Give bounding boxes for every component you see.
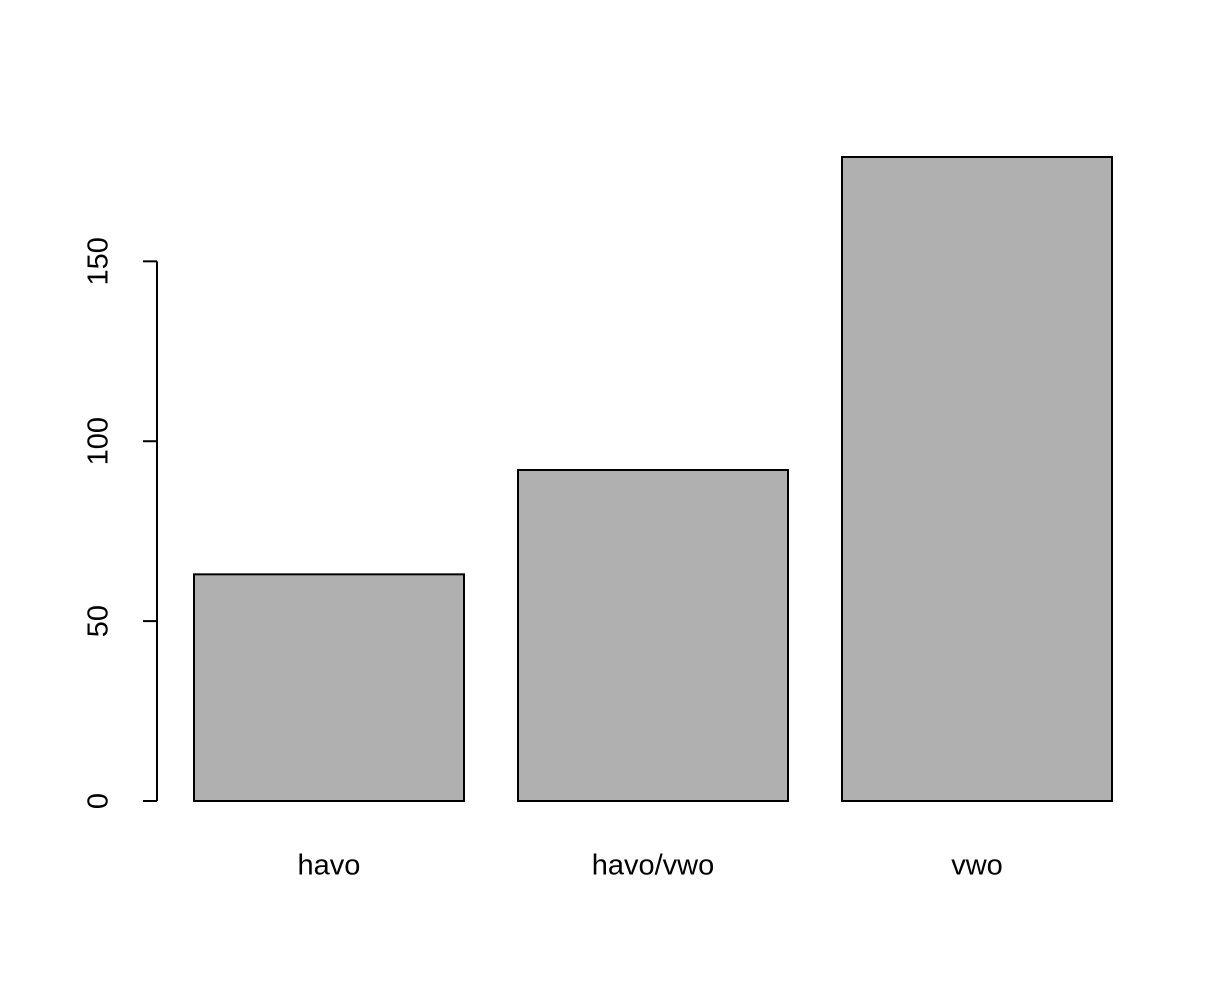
bar <box>517 469 789 802</box>
y-tick-label: 100 <box>83 417 115 465</box>
y-tick-label: 50 <box>83 605 115 637</box>
x-tick-label: vwo <box>951 850 1003 882</box>
y-tick-label: 150 <box>83 237 115 285</box>
x-tick-label: havo/vwo <box>592 850 715 882</box>
x-tick-label: havo <box>298 850 361 882</box>
bar <box>841 156 1113 802</box>
bar <box>193 573 465 802</box>
y-tick-label: 0 <box>83 793 115 809</box>
